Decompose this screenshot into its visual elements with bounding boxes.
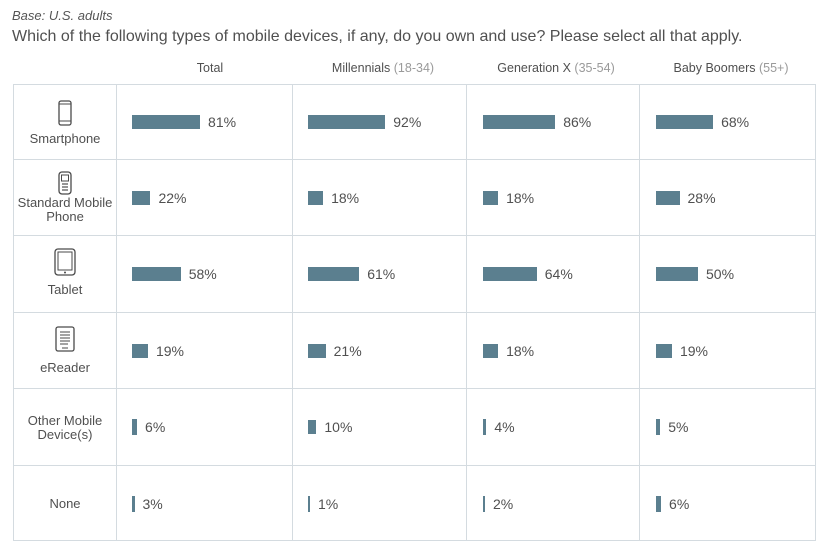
row-divider <box>13 388 816 389</box>
row-label-text: Smartphone <box>29 131 101 146</box>
bar <box>656 191 680 205</box>
bar <box>656 344 672 358</box>
bar <box>308 496 310 512</box>
column-header-generation-x: Generation X (35-54) <box>497 61 614 75</box>
bar <box>483 267 537 281</box>
bar <box>656 115 714 129</box>
row-divider <box>13 235 816 236</box>
data-label: 92% <box>393 114 422 130</box>
base-note: Base: U.S. adults <box>12 8 113 23</box>
bar <box>483 115 556 129</box>
column-name: Millennials <box>331 61 391 75</box>
data-label: 3% <box>142 496 163 512</box>
column-header-baby-boomers: Baby Boomers (55+) <box>674 61 789 75</box>
row-label-tablet: Tablet <box>13 248 117 304</box>
row-label-smartphone: Smartphone <box>13 96 117 152</box>
bar <box>308 344 326 358</box>
row-divider <box>13 465 816 466</box>
data-label: 5% <box>668 419 689 435</box>
data-label: 4% <box>494 419 515 435</box>
row-label-none: None <box>13 497 117 511</box>
bar <box>132 496 135 512</box>
column-subtitle: (55+) <box>758 61 789 75</box>
data-label: 50% <box>706 266 735 282</box>
bar <box>483 344 499 358</box>
data-label: 28% <box>687 190 716 206</box>
row-divider <box>13 159 816 160</box>
data-label: 61% <box>367 266 396 282</box>
bar <box>656 267 698 281</box>
data-label: 68% <box>721 114 750 130</box>
row-label-text: eReader <box>40 360 90 375</box>
bar <box>132 267 181 281</box>
data-label: 18% <box>331 190 360 206</box>
data-label: 18% <box>506 343 535 359</box>
data-label: 10% <box>324 419 353 435</box>
bar <box>483 496 485 512</box>
bar <box>308 115 386 129</box>
column-subtitle: (35-54) <box>574 61 615 75</box>
bar <box>132 115 201 129</box>
column-subtitle: (18-34) <box>393 61 435 75</box>
column-header-millennials: Millennials (18-34) <box>332 61 434 75</box>
bar <box>483 419 487 435</box>
row-label-other-mobile-devices: Other Mobile Device(s) <box>13 414 117 442</box>
bar <box>308 267 360 281</box>
mobile-phone-icon <box>58 171 72 195</box>
bar <box>308 191 324 205</box>
bar <box>308 420 317 434</box>
data-label: 6% <box>145 419 166 435</box>
column-name: Total <box>196 61 224 75</box>
column-header-total: Total <box>197 61 223 75</box>
column-name: Baby Boomers <box>673 61 756 75</box>
row-label-text: Tablet <box>47 282 83 297</box>
bar <box>656 496 662 512</box>
data-label: 1% <box>318 496 339 512</box>
row-label-standard-mobile-phone: Standard Mobile Phone <box>13 170 117 226</box>
row-label-text: Standard Mobile Phone <box>17 195 113 224</box>
bar <box>656 419 661 435</box>
data-label: 6% <box>669 496 690 512</box>
smartphone-icon <box>58 100 72 126</box>
data-label: 21% <box>333 343 362 359</box>
bar <box>483 191 499 205</box>
data-label: 18% <box>506 190 535 206</box>
data-label: 19% <box>155 343 184 359</box>
data-label: 22% <box>158 190 187 206</box>
survey-question: Which of the following types of mobile d… <box>12 28 743 45</box>
column-name: Generation X <box>497 61 571 75</box>
bar <box>132 191 151 205</box>
data-label: 58% <box>188 266 217 282</box>
tablet-icon <box>54 248 76 276</box>
row-label-text: Other Mobile Device(s) <box>27 413 103 442</box>
data-label: 19% <box>679 343 708 359</box>
ereader-icon <box>55 326 75 352</box>
bar <box>132 419 138 435</box>
data-label: 86% <box>563 114 592 130</box>
bar <box>132 344 148 358</box>
data-label: 81% <box>208 114 237 130</box>
row-divider <box>13 312 816 313</box>
data-label: 64% <box>544 266 573 282</box>
row-label-ereader: eReader <box>13 326 117 382</box>
data-label: 2% <box>493 496 514 512</box>
row-label-text: None <box>49 496 81 511</box>
